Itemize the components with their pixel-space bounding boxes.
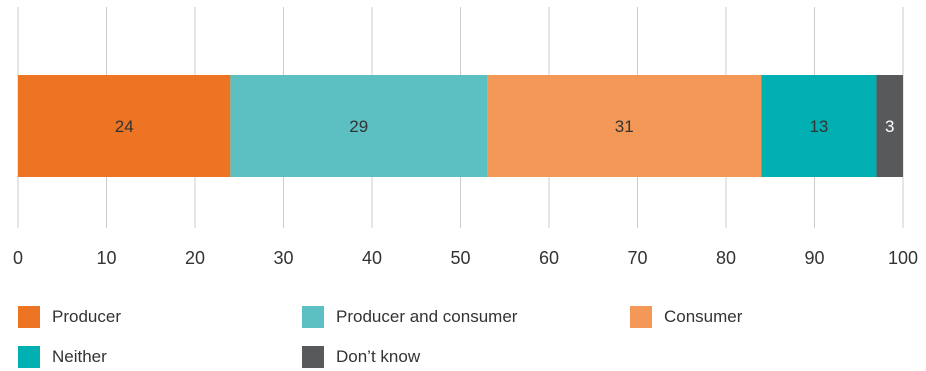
x-tick-label-90: 90 bbox=[804, 248, 824, 268]
bar-value-label-don-t-know: 3 bbox=[885, 117, 894, 136]
legend-swatch-producer bbox=[18, 306, 40, 328]
x-tick-label-60: 60 bbox=[539, 248, 559, 268]
legend-label-producer-and-consumer: Producer and consumer bbox=[336, 307, 518, 326]
legend-item-producer-and-consumer: Producer and consumer bbox=[302, 305, 517, 329]
bar-segment-producer-and-consumer bbox=[230, 75, 488, 177]
legend-swatch-neither bbox=[18, 346, 40, 368]
bar-segment-consumer bbox=[487, 75, 762, 177]
legend-swatch-consumer bbox=[630, 306, 652, 328]
stacked-bar-chart: 24 29 31 13 3 0 10 20 30 40 50 60 70 80 90 100 bbox=[13, 7, 918, 268]
legend-item-neither: Neither bbox=[18, 345, 107, 369]
legend-swatch-dont-know bbox=[302, 346, 324, 368]
x-tick-label-0: 0 bbox=[13, 248, 23, 268]
legend-item-consumer: Consumer bbox=[630, 305, 742, 329]
legend-label-neither: Neither bbox=[52, 347, 107, 366]
x-tick-label-100: 100 bbox=[888, 248, 918, 268]
legend: Producer Producer and consumer Consumer … bbox=[18, 305, 918, 371]
x-tick-label-80: 80 bbox=[716, 248, 736, 268]
x-axis-tick-labels: 0 10 20 30 40 50 60 70 80 90 100 bbox=[13, 248, 918, 268]
bar-value-label-producer-and-consumer: 29 bbox=[349, 117, 368, 136]
bar-value-label-neither: 13 bbox=[809, 117, 828, 136]
legend-swatch-producer-and-consumer bbox=[302, 306, 324, 328]
x-tick-label-40: 40 bbox=[362, 248, 382, 268]
bar-value-labels: 24 29 31 13 3 bbox=[115, 117, 895, 136]
x-tick-label-50: 50 bbox=[450, 248, 470, 268]
bar-segment-don-t-know bbox=[876, 75, 903, 177]
x-tick-label-20: 20 bbox=[185, 248, 205, 268]
legend-item-producer: Producer bbox=[18, 305, 121, 329]
bar-value-label-producer: 24 bbox=[115, 117, 134, 136]
bar-value-label-consumer: 31 bbox=[615, 117, 634, 136]
legend-label-producer: Producer bbox=[52, 307, 121, 326]
x-tick-label-30: 30 bbox=[273, 248, 293, 268]
x-tick-label-10: 10 bbox=[96, 248, 116, 268]
legend-label-consumer: Consumer bbox=[664, 307, 743, 326]
bar-segment-producer bbox=[18, 75, 231, 177]
legend-label-dont-know: Don’t know bbox=[336, 347, 421, 366]
legend-item-dont-know: Don’t know bbox=[302, 345, 420, 369]
bar-segment-neither bbox=[761, 75, 877, 177]
bar-segments bbox=[18, 75, 903, 177]
x-tick-label-70: 70 bbox=[627, 248, 647, 268]
